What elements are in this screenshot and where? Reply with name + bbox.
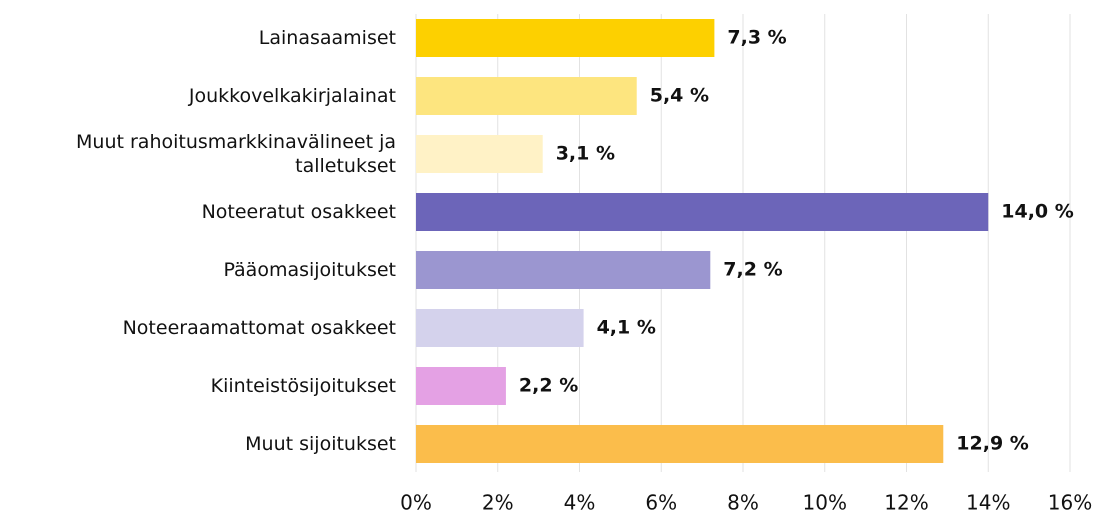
bar <box>416 19 715 57</box>
bar <box>416 367 506 405</box>
value-label: 2,2 % <box>519 375 578 397</box>
bar <box>416 309 584 347</box>
bar <box>416 251 711 289</box>
x-tick-label: 4% <box>564 491 596 515</box>
x-tick-label: 2% <box>482 491 514 515</box>
y-tick-label: Joukkovelkakirjalainat <box>188 85 396 107</box>
y-tick-label: Noteeratut osakkeet <box>201 201 396 223</box>
y-tick-label: Lainasaamiset <box>258 27 396 49</box>
y-tick-label: Noteeraamattomat osakkeet <box>122 317 396 339</box>
value-label: 3,1 % <box>556 143 615 165</box>
bar <box>416 193 989 231</box>
x-tick-label: 14% <box>966 491 1010 515</box>
value-label: 14,0 % <box>1001 201 1074 223</box>
bar <box>416 77 637 115</box>
x-tick-label: 12% <box>884 491 928 515</box>
value-label: 5,4 % <box>650 85 709 107</box>
value-label: 7,3 % <box>727 27 786 49</box>
y-tick-label: Muut rahoitusmarkkinavälineet ja talletu… <box>76 131 396 177</box>
y-tick-label: Kiinteistösijoitukset <box>210 375 396 397</box>
value-label: 12,9 % <box>956 433 1029 455</box>
bar <box>416 425 944 463</box>
x-tick-label: 10% <box>803 491 847 515</box>
value-label: 4,1 % <box>597 317 656 339</box>
value-label: 7,2 % <box>723 259 782 281</box>
x-tick-label: 16% <box>1048 491 1092 515</box>
bar <box>416 135 543 173</box>
x-tick-label: 8% <box>727 491 759 515</box>
y-tick-label: Pääomasijoitukset <box>223 259 396 281</box>
x-tick-label: 0% <box>400 491 432 515</box>
x-tick-label: 6% <box>645 491 677 515</box>
y-tick-label: Muut sijoitukset <box>245 433 396 455</box>
